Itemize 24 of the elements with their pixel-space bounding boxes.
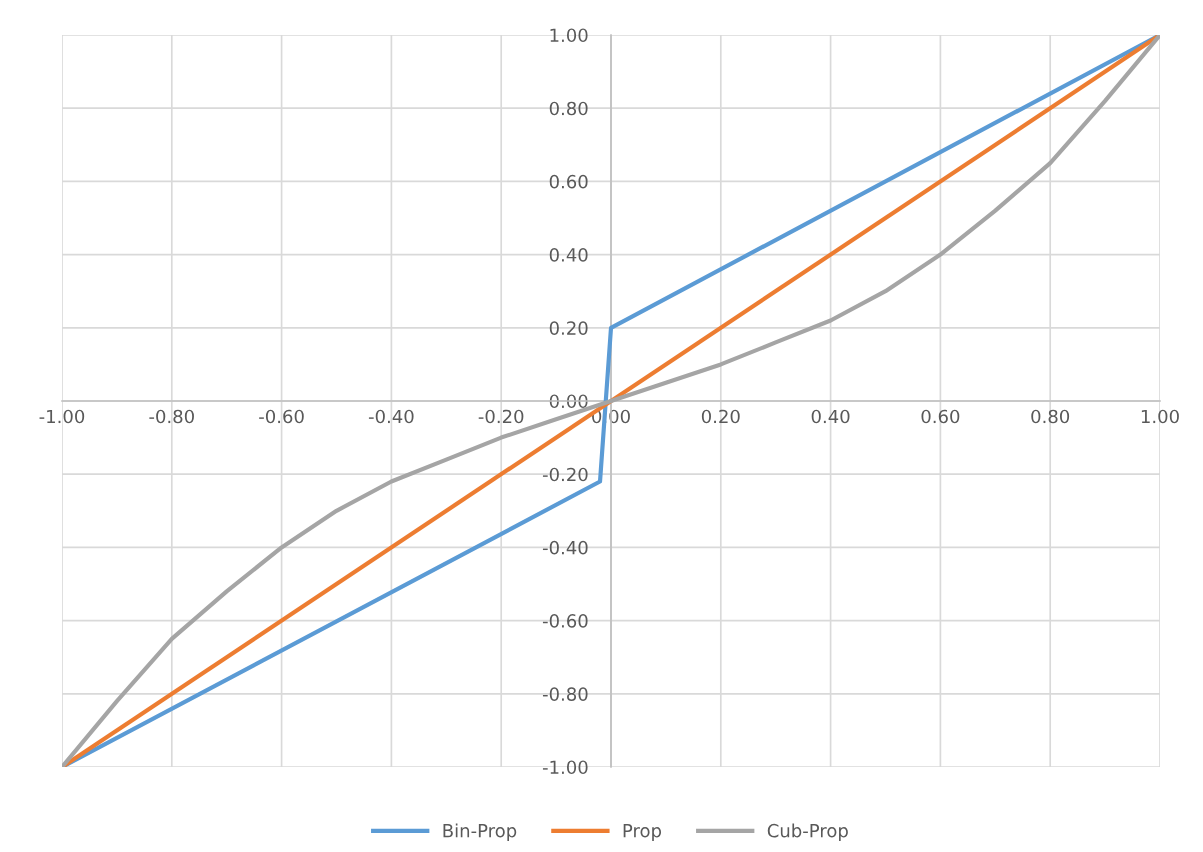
y-tick-label: -0.20 bbox=[542, 467, 588, 482]
y-tick-label: -1.00 bbox=[542, 760, 588, 775]
y-tick-label: -0.80 bbox=[542, 687, 588, 701]
x-tick-label: 0.20 bbox=[701, 409, 740, 424]
x-tick-label: -1.00 bbox=[39, 409, 85, 424]
x-tick-label: -0.40 bbox=[368, 409, 414, 424]
y-tick-label: 0.40 bbox=[549, 248, 588, 262]
y-tick-label: 0.00 bbox=[549, 394, 588, 409]
legend-label: Bin-Prop bbox=[443, 823, 517, 841]
y-tick-label: 0.20 bbox=[549, 321, 588, 335]
x-tick-label: 1.00 bbox=[1141, 409, 1179, 424]
y-tick-label: 1.00 bbox=[550, 28, 588, 43]
y-tick-label: -0.40 bbox=[542, 540, 588, 555]
x-tick-label: 0.60 bbox=[921, 409, 960, 424]
x-tick-label: 0.80 bbox=[1031, 409, 1070, 424]
x-tick-label: -0.80 bbox=[149, 409, 194, 424]
y-tick-label: 0.80 bbox=[549, 101, 588, 116]
y-tick-label: -0.60 bbox=[542, 614, 588, 628]
x-tick-label: -0.60 bbox=[259, 409, 304, 424]
legend-label: Prop bbox=[623, 824, 662, 841]
y-tick-label: 0.60 bbox=[549, 174, 588, 189]
x-tick-label: -0.20 bbox=[478, 409, 524, 424]
x-tick-label: 0.40 bbox=[811, 409, 850, 424]
legend-label: Cub-Prop bbox=[767, 823, 848, 841]
